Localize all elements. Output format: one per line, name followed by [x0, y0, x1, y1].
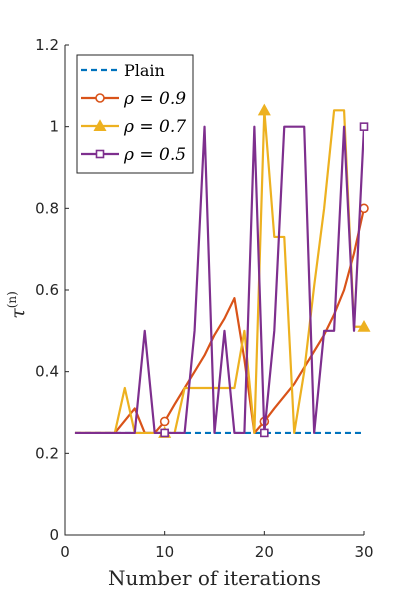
series-line-1	[74, 208, 364, 435]
legend-marker	[95, 93, 105, 103]
x-axis-label: Number of iterations	[108, 566, 321, 590]
y-tick-label: 0.8	[35, 199, 59, 217]
series-1-marker	[159, 416, 170, 427]
series-2-marker	[357, 320, 371, 332]
y-tick-label: 0.6	[35, 281, 59, 299]
legend-label: ρ = 0.5	[123, 145, 186, 165]
x-tick-label: 20	[255, 543, 274, 561]
x-tick-label: 10	[155, 543, 174, 561]
series-3-marker	[160, 428, 169, 438]
series-3-marker	[260, 428, 269, 438]
legend-label: ρ = 0.7	[123, 117, 186, 137]
legend-marker	[93, 119, 107, 131]
x-tick-label: 30	[354, 543, 373, 561]
x-tick-label: 0	[60, 543, 70, 561]
series-line-3	[74, 125, 364, 435]
series-3-marker	[359, 122, 369, 131]
legend-label: ρ = 0.9	[123, 89, 186, 109]
y-tick-label: 1	[49, 118, 59, 136]
legend-marker	[95, 149, 105, 159]
y-tick-label: 0.2	[35, 444, 59, 462]
series-3	[74, 125, 364, 435]
series-2-marker	[257, 103, 271, 116]
y-axis-label: τ(n)	[5, 291, 29, 319]
legend: Plain ρ = 0.9 ρ = 0.7 ρ = 0.5	[76, 54, 194, 174]
y-tick-label: 0.4	[35, 363, 59, 381]
series-1	[74, 208, 364, 435]
y-tick-label: 1.2	[35, 36, 59, 54]
legend-label: Plain	[124, 61, 165, 80]
y-tick-label: 0	[49, 526, 59, 544]
